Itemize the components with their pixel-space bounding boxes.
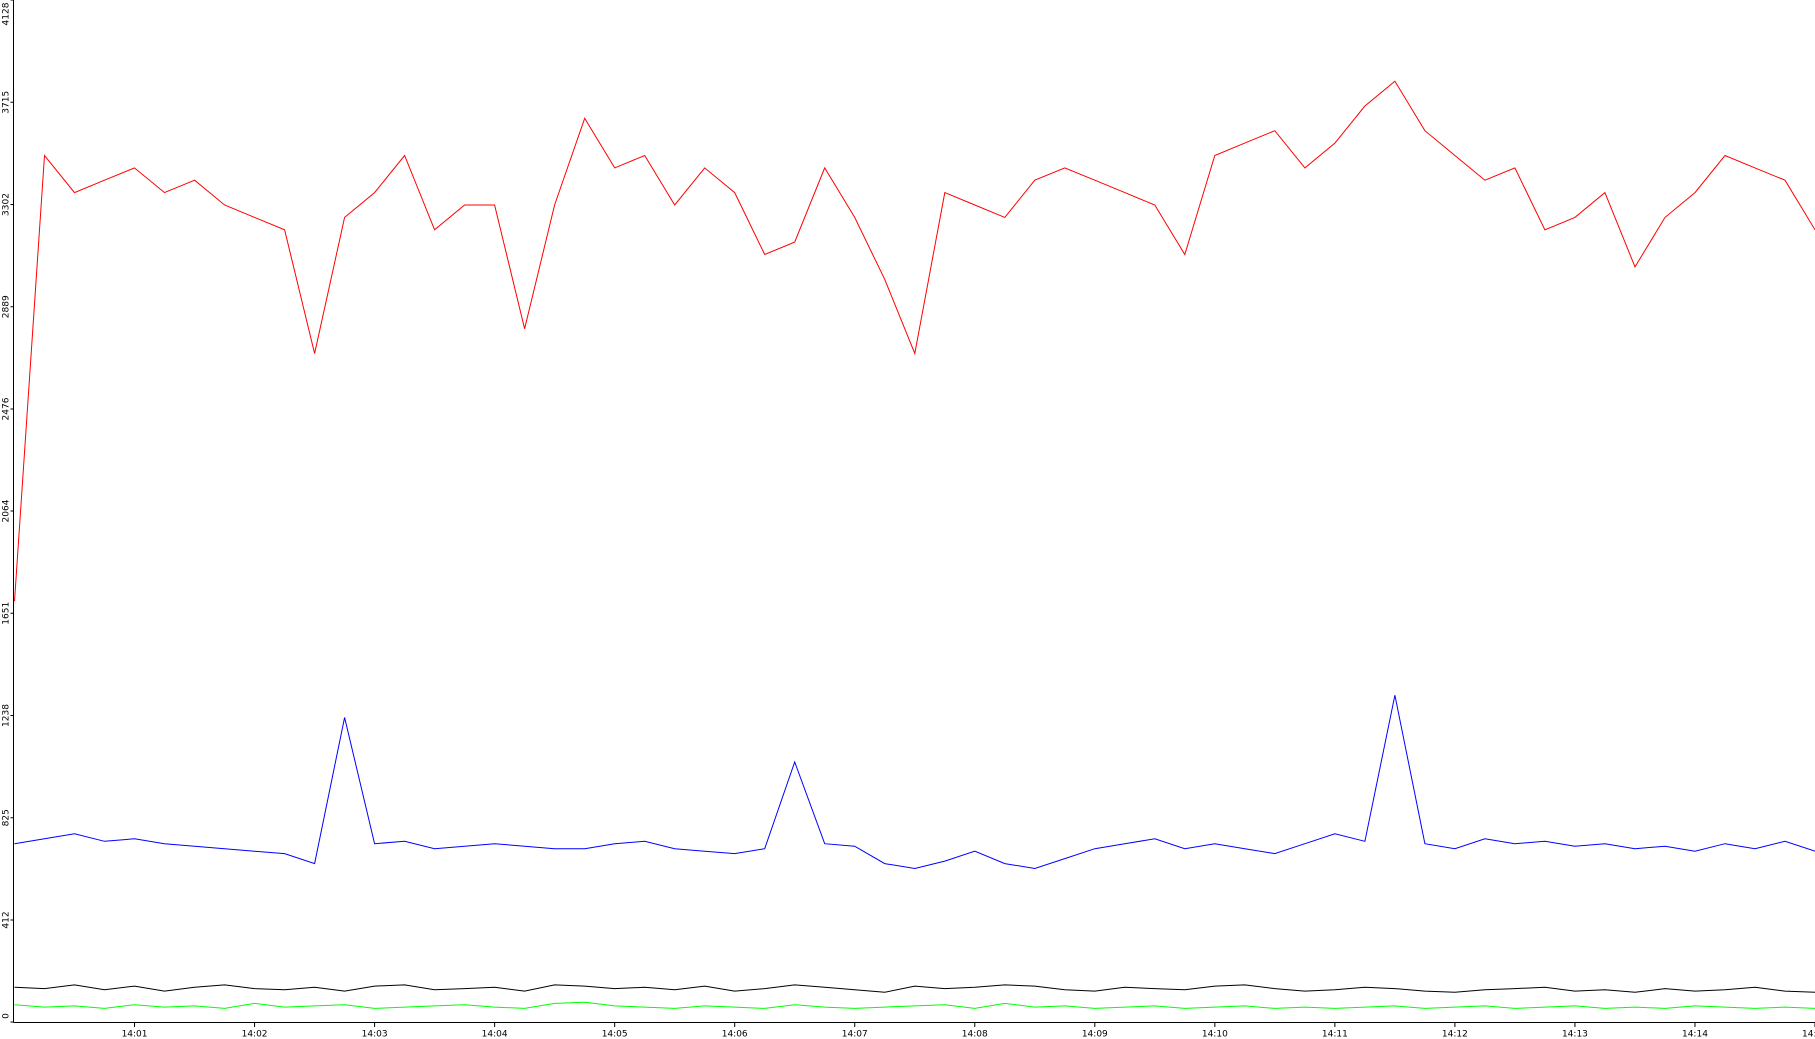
x-tick-label: 14:02 (242, 1030, 268, 1039)
x-tick-label: 14:03 (362, 1030, 388, 1039)
x-tick-label: 14:07 (842, 1030, 868, 1039)
x-tick-label: 14:14 (1682, 1030, 1708, 1039)
y-tick-label: 2476 (2, 397, 12, 420)
x-tick-label: 14:13 (1562, 1030, 1588, 1039)
x-tick-label: 14:06 (722, 1030, 748, 1039)
x-tick-label: 14:04 (482, 1030, 508, 1039)
series-line (14, 1001, 1815, 1009)
x-tick-label: 14:11 (1322, 1030, 1348, 1039)
x-tick-label: 14:12 (1442, 1030, 1468, 1039)
x-tick-label: 14:01 (122, 1030, 148, 1039)
y-tick-label: 825 (2, 809, 12, 826)
y-tick-label: 3715 (2, 91, 12, 114)
y-tick-label: 2064 (2, 499, 12, 522)
y-tick-label: 412 (2, 911, 12, 928)
y-tick-label: 2889 (2, 295, 12, 318)
y-tick-label: 4128 (2, 2, 12, 25)
y-tick-label: 0 (2, 1013, 12, 1019)
series-line (14, 984, 1815, 993)
series-line (14, 80, 1815, 602)
x-tick-label: 14:08 (962, 1030, 988, 1039)
y-tick-label: 1651 (2, 602, 12, 625)
series-line (14, 695, 1815, 870)
y-tick-label: 3302 (2, 193, 12, 216)
y-tick-label: 1238 (2, 704, 12, 727)
x-tick-label: 14:15 (1802, 1030, 1815, 1039)
x-tick-label: 14:05 (602, 1030, 628, 1039)
x-tick-label: 14:09 (1082, 1030, 1108, 1039)
x-tick-label: 14:10 (1202, 1030, 1228, 1039)
